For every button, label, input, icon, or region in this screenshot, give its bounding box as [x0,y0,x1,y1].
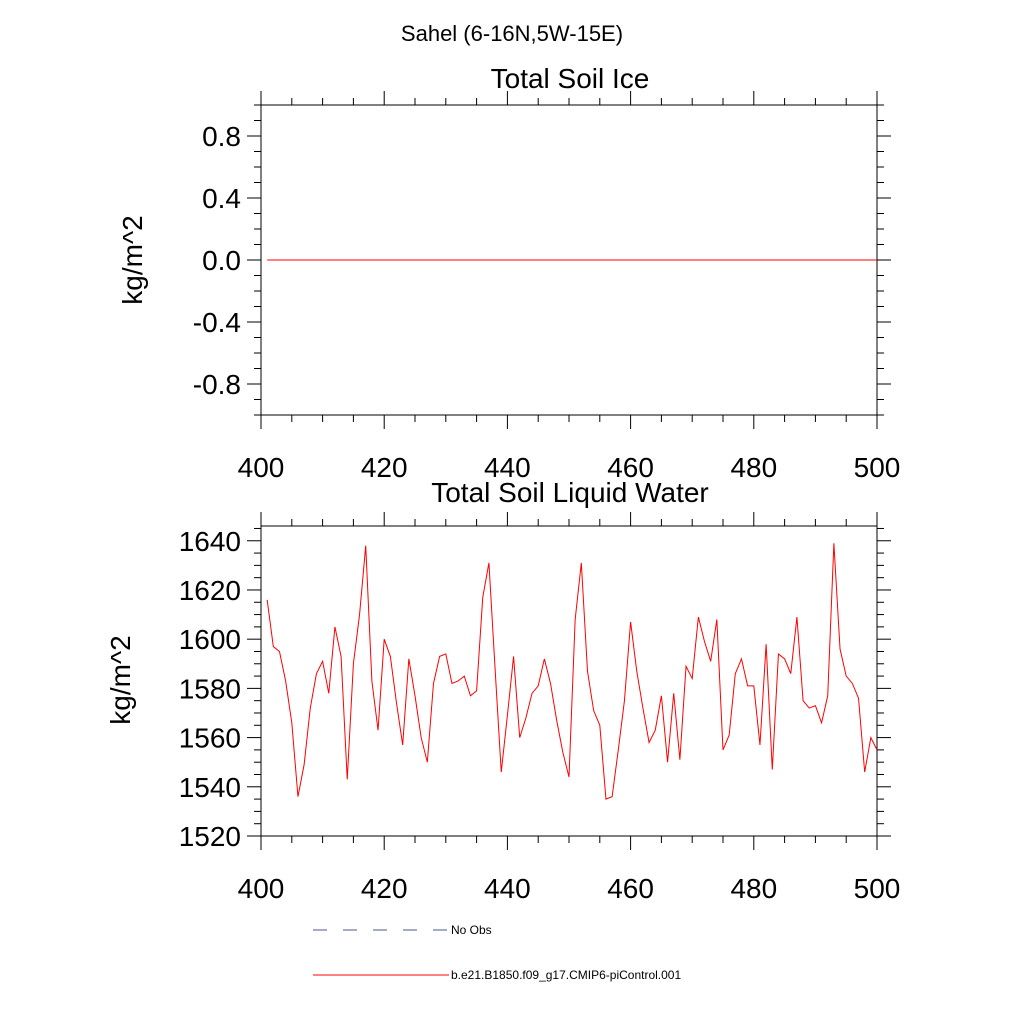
y-tick-label: -0.8 [193,369,241,400]
y-tick-label: 1540 [179,772,241,803]
y-tick-label: 1560 [179,723,241,754]
x-tick-label: 420 [361,452,408,483]
x-tick-label: 400 [238,452,285,483]
legend-model-label: b.e21.B1850.f09_g17.CMIP6-piControl.001 [451,968,681,982]
plot-frame [260,525,878,837]
panel-total-soil-ice: Total Soil Ice kg/m^2 400 420 440 460 480 500… [117,63,900,483]
y-tick-label: 1640 [179,526,241,557]
x-tick-label: 460 [607,873,654,904]
x-tick-label: 420 [361,873,408,904]
y-tick-label: 0.0 [202,245,241,276]
x-tick-label: 440 [484,452,531,483]
x-tick-label: 480 [730,452,777,483]
y-tick-label: 1600 [179,624,241,655]
y-tick-label: 0.8 [202,121,241,152]
figure-suptitle: Sahel (6-16N,5W-15E) [401,21,623,46]
series-line [266,543,878,800]
legend-obs-label: No Obs [451,923,492,937]
x-tick-label: 400 [238,873,285,904]
y-axis-label: kg/m^2 [105,635,136,724]
x-tick-label: 480 [730,873,777,904]
legend: No Obs b.e21.B1850.f09_g17.CMIP6-piContr… [313,923,681,982]
y-tick-label: -0.4 [193,307,241,338]
y-tick-label: 1580 [179,673,241,704]
x-tick-label: 460 [607,452,654,483]
chart-title: Total Soil Liquid Water [431,477,709,508]
panel-total-soil-liquid-water: Total Soil Liquid Water kg/m^2 400 420 440… [105,477,900,904]
y-tick-label: 1620 [179,575,241,606]
x-tick-label: 500 [854,452,901,483]
y-tick-label: 0.4 [202,183,241,214]
chart-title: Total Soil Ice [491,63,650,94]
x-tick-label: 500 [854,873,901,904]
y-axis-label: kg/m^2 [117,215,148,304]
x-tick-label: 440 [484,873,531,904]
y-tick-label: 1520 [179,821,241,852]
